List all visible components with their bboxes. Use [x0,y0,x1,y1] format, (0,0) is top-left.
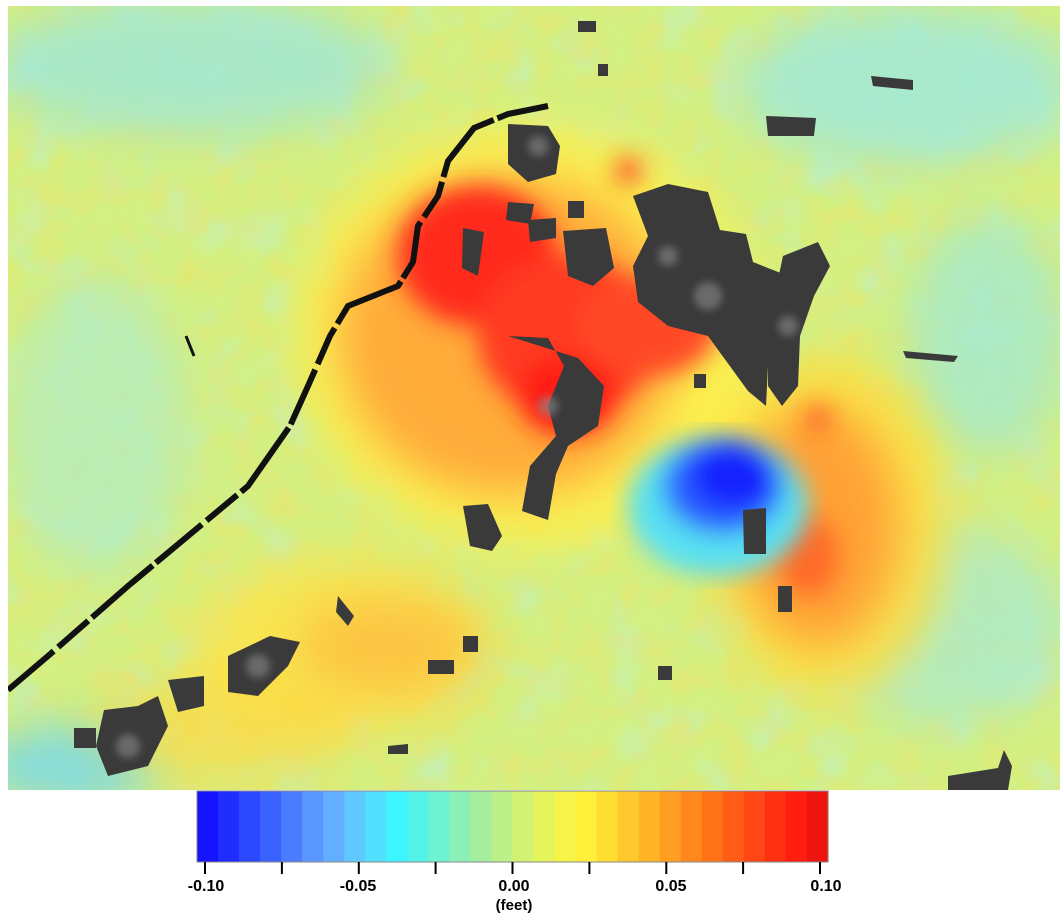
colorbar-step [701,791,724,862]
deformation-map-image [8,6,1060,790]
unit-label: (feet) [495,897,533,914]
colorbar-step [533,791,556,862]
subsidence-regions [8,6,1060,790]
colorbar-step [365,791,387,862]
colorbar [196,790,829,874]
colorbar-step [218,791,240,862]
colorbar-step [197,791,219,862]
tick-label-max: 0.10 [810,878,842,895]
colorbar-step [344,791,366,862]
colorbar-step [260,791,282,862]
colorbar-steps [197,791,829,862]
tick-label-min: -0.10 [187,878,225,895]
colorbar-ticks [204,862,821,874]
subsidence-bowl [628,436,808,576]
deformation-map [8,6,1060,790]
colorbar-step [281,791,303,862]
colorbar-step [239,791,261,862]
colorbar-step [470,791,493,862]
colorbar-legend [0,790,1062,917]
colorbar-step [659,791,682,862]
colorbar-step [512,791,535,862]
colorbar-step [596,791,619,862]
colorbar-step [575,791,598,862]
tick-label-pos: 0.05 [655,878,687,895]
tick-label-neg: -0.05 [339,878,377,895]
colorbar-step [785,791,808,862]
colorbar-step [491,791,514,862]
colorbar-step [386,791,408,862]
colorbar-step [428,791,450,862]
colorbar-step [764,791,787,862]
colorbar-step [407,791,429,862]
colorbar-step [743,791,766,862]
colorbar-step [323,791,345,862]
colorbar-step [638,791,661,862]
tick-label-zero: 0.00 [498,878,530,895]
canal-line [8,103,549,693]
colorbar-step [302,791,324,862]
colorbar-step [554,791,577,862]
colorbar-step [449,791,472,862]
colorbar-step [806,791,829,862]
colorbar-step [617,791,640,862]
colorbar-step [722,791,745,862]
colorbar-step [680,791,703,862]
